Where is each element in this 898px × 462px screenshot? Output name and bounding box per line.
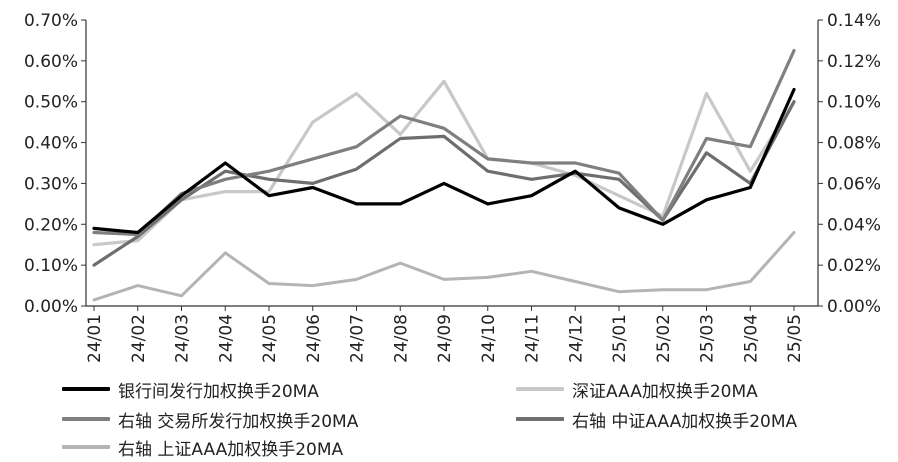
y-right-tick-label: 0.12% bbox=[827, 52, 881, 72]
x-tick-label: 24/08 bbox=[391, 314, 411, 363]
legend-item-series-1: 银行间发行加权换手20MA bbox=[62, 376, 319, 402]
series-line-2 bbox=[92, 79, 796, 247]
legend-swatch-1 bbox=[62, 387, 110, 391]
y-left-tick-label: 0.40% bbox=[24, 134, 78, 154]
y-right-tick-label: 0.10% bbox=[827, 93, 881, 113]
y-right-tick-label: 0.04% bbox=[827, 215, 881, 235]
legend-swatch-3 bbox=[62, 417, 110, 421]
x-tick-label: 24/07 bbox=[348, 314, 368, 363]
y-right-tick-label: 0.14% bbox=[827, 11, 881, 31]
x-tick-label: 25/02 bbox=[654, 314, 674, 363]
y-left-tick-label: 0.10% bbox=[24, 256, 78, 276]
legend-item-series-3: 右轴 交易所发行加权换手20MA bbox=[62, 406, 358, 432]
legend-label-5: 右轴 上证AAA加权换手20MA bbox=[118, 439, 344, 460]
x-tick-label: 25/01 bbox=[610, 314, 630, 363]
x-tick-label: 25/05 bbox=[785, 314, 805, 363]
x-tick-label: 24/03 bbox=[173, 314, 193, 363]
x-tick-label: 24/04 bbox=[216, 314, 236, 363]
legend-swatch-5 bbox=[62, 445, 110, 449]
legend-item-series-2: 深证AAA加权换手20MA bbox=[516, 376, 758, 402]
y-left-tick-label: 0.00% bbox=[24, 297, 78, 317]
series-line-3 bbox=[92, 48, 796, 237]
y-left-tick-label: 0.70% bbox=[24, 11, 78, 31]
y-axis-right: 0.00% 0.02% 0.04% 0.06% 0.08% 0.10% 0.12% 0.14% bbox=[818, 11, 881, 317]
line-chart: 0.00% 0.10% 0.20% 0.30% 0.40% 0.50% 0.60% 0.70%… bbox=[24, 11, 881, 363]
y-left-tick-label: 0.20% bbox=[24, 215, 78, 235]
legend-label-4: 右轴 中证AAA加权换手20MA bbox=[572, 411, 798, 432]
x-tick-label: 24/05 bbox=[260, 314, 280, 363]
x-tick-label: 25/04 bbox=[741, 314, 761, 363]
legend-label-3: 右轴 交易所发行加权换手20MA bbox=[118, 411, 359, 432]
y-left-tick-label: 0.50% bbox=[24, 93, 78, 113]
series-line-1 bbox=[92, 87, 796, 235]
x-tick-label: 24/01 bbox=[85, 314, 105, 363]
x-tick-label: 24/02 bbox=[129, 314, 149, 363]
y-axis-left: 0.00% 0.10% 0.20% 0.30% 0.40% 0.50% 0.60% 0.70% bbox=[24, 11, 86, 317]
plot-frame bbox=[85, 20, 819, 307]
legend-label-2: 深证AAA加权换手20MA bbox=[572, 381, 758, 402]
legend: 银行间发行加权换手20MA 深证AAA加权换手20MA 右轴 交易所发行加权换手… bbox=[0, 372, 898, 462]
x-tick-label: 24/11 bbox=[523, 314, 543, 363]
legend-swatch-2 bbox=[516, 387, 564, 391]
legend-item-series-5: 右轴 上证AAA加权换手20MA bbox=[62, 434, 343, 460]
x-tick-label: 25/03 bbox=[698, 314, 718, 363]
x-tick-label: 24/12 bbox=[566, 314, 586, 363]
legend-label-1: 银行间发行加权换手20MA bbox=[118, 381, 319, 402]
y-left-tick-label: 0.60% bbox=[24, 52, 78, 72]
x-tick-label: 24/09 bbox=[435, 314, 455, 363]
series-lines bbox=[92, 48, 796, 302]
x-tick-label: 24/10 bbox=[479, 314, 499, 363]
y-right-tick-label: 0.02% bbox=[827, 256, 881, 276]
legend-swatch-4 bbox=[516, 417, 564, 421]
y-right-tick-label: 0.06% bbox=[827, 174, 881, 194]
legend-item-series-4: 右轴 中证AAA加权换手20MA bbox=[516, 406, 797, 432]
series-line-4 bbox=[92, 100, 796, 267]
y-left-tick-label: 0.30% bbox=[24, 174, 78, 194]
x-tick-label: 24/06 bbox=[304, 314, 324, 363]
series-line-5 bbox=[92, 231, 796, 302]
y-right-tick-label: 0.00% bbox=[827, 297, 881, 317]
x-axis: 24/01 24/02 24/03 24/04 24/05 24/06 24/07 24/08… bbox=[85, 306, 805, 363]
y-right-tick-label: 0.08% bbox=[827, 134, 881, 154]
